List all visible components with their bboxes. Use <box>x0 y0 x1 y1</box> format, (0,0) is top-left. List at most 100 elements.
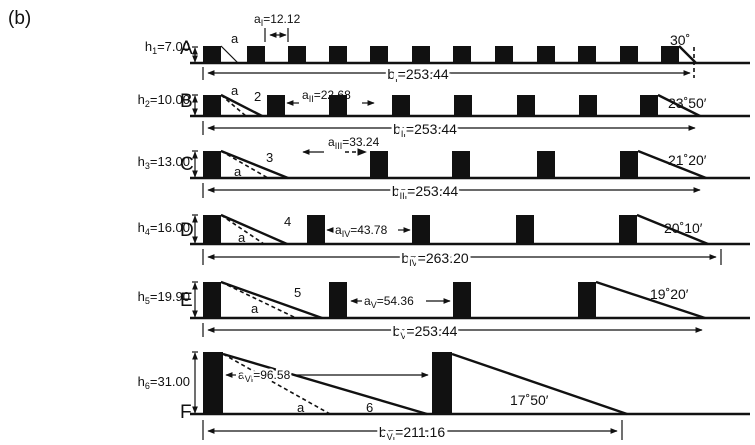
rib-block <box>412 215 430 244</box>
rib-block <box>329 95 347 116</box>
span-label: bII=253.44 <box>393 121 457 139</box>
ribs <box>203 352 452 414</box>
rib-block <box>516 215 534 244</box>
height-label: h5=19.90 <box>138 289 190 306</box>
row-d: D h4=16.00 a 4 aIV=43.78 20˚10′ bIV=263.… <box>138 213 750 271</box>
ribs <box>203 282 596 318</box>
angle-label: 19˚20′ <box>650 286 689 302</box>
slope-line <box>451 352 628 416</box>
slope-line <box>220 213 288 246</box>
dashed-slope <box>222 353 331 415</box>
gap-label: aVI=96.58 <box>238 368 291 384</box>
rib-block <box>495 46 513 63</box>
row-letter: C <box>180 154 194 175</box>
rib-block <box>329 46 347 63</box>
span-label: bIII=253.44 <box>392 183 459 201</box>
rib-block <box>578 46 596 63</box>
row-e: E h5=19.90 a 5 aV=54.36 19˚20′ bV=253.44 <box>138 280 750 344</box>
height-label: h2=10.00 <box>138 92 190 109</box>
height-label: h1=7.00 <box>145 39 190 56</box>
row-letter: E <box>180 290 193 311</box>
gap-label: aV=54.36 <box>364 294 414 310</box>
marker-a: a <box>238 230 246 245</box>
span-label: bVI=211.16 <box>379 424 445 442</box>
angle-label: 20˚10′ <box>664 220 703 236</box>
row-letter: F <box>180 402 192 423</box>
rib-block <box>432 352 452 414</box>
gap-label: aIII=33.24 <box>328 135 380 151</box>
rib-block <box>661 46 679 63</box>
slope-line <box>678 45 697 64</box>
rib-block <box>307 215 325 244</box>
curve-number: 5 <box>294 285 301 300</box>
rib-block <box>620 151 638 178</box>
angle-label: 21˚20′ <box>668 152 707 168</box>
rib-block <box>329 282 347 318</box>
height-label: h3=13.00 <box>138 154 190 171</box>
slope-line <box>220 45 239 64</box>
height-label: h4=16.00 <box>138 220 190 237</box>
ribs <box>203 151 638 178</box>
slope-line <box>220 93 263 118</box>
row-f: F h6=31.00 a 6 aVI=96.58 17˚50′ bVI=211.… <box>138 351 750 445</box>
row-b: B h2=10.00 a 2 aII=22.68 23˚50′ bII=253.… <box>138 83 750 142</box>
rib-block <box>247 46 265 63</box>
rib-block <box>370 151 388 178</box>
rib-block <box>640 95 658 116</box>
curve-number: 3 <box>266 150 273 165</box>
rib-block <box>370 46 388 63</box>
marker-a: a <box>234 164 242 179</box>
dashed-slope <box>220 150 269 179</box>
rib-block <box>620 46 638 63</box>
rib-block <box>537 46 555 63</box>
gap-label: aII=22.68 <box>302 88 351 104</box>
ribs <box>203 46 679 63</box>
marker-a: a <box>297 400 305 415</box>
row-c: C h3=13.00 a 3 aIII=33.24 21˚20′ bIII=25… <box>138 135 750 204</box>
marker-a: a <box>251 301 259 316</box>
rib-block <box>288 46 306 63</box>
rib-block <box>203 95 221 116</box>
angle-label: 23˚50′ <box>668 95 707 111</box>
rib-block <box>619 215 637 244</box>
curve-number: 6 <box>366 400 373 415</box>
rib-block <box>578 282 596 318</box>
rib-block <box>453 46 471 63</box>
angle-label: 17˚50′ <box>510 392 549 408</box>
height-label: h6=31.00 <box>138 374 190 391</box>
span-label: bI=253.44 <box>387 66 449 84</box>
rib-block <box>392 95 410 116</box>
rib-block <box>537 151 555 178</box>
slope-line <box>220 149 289 180</box>
curve-number: 2 <box>254 89 261 104</box>
rib-block <box>203 215 221 244</box>
dashed-slope <box>220 214 265 245</box>
span-label: bV=253.44 <box>393 323 458 341</box>
row-a: A h1=7.00 a aI=12.12 30˚ bI=253 <box>145 12 750 87</box>
marker-a: a <box>231 83 239 98</box>
angle-label: 30˚ <box>670 32 690 48</box>
rib-block <box>203 282 221 318</box>
rib-block <box>203 151 221 178</box>
slope-line <box>636 213 709 246</box>
ribs <box>203 215 637 244</box>
rib-block <box>203 352 223 414</box>
panel-label: (b) <box>8 8 31 29</box>
row-letter: B <box>180 91 193 112</box>
rib-block <box>517 95 535 116</box>
rib-block <box>454 95 472 116</box>
rib-block <box>579 95 597 116</box>
slope-line <box>595 280 706 320</box>
gap-label: aI=12.12 <box>254 12 301 28</box>
rib-block <box>267 95 285 116</box>
gap-label: aIV=43.78 <box>335 223 388 239</box>
rib-block <box>203 46 221 63</box>
slope-line <box>637 149 707 180</box>
slope-line <box>222 352 428 416</box>
row-letter: D <box>180 220 194 241</box>
rib-block <box>412 46 430 63</box>
row-letter: A <box>180 38 193 59</box>
dashed-slope <box>220 281 297 319</box>
slope-line <box>657 93 701 118</box>
rib-block <box>452 151 470 178</box>
